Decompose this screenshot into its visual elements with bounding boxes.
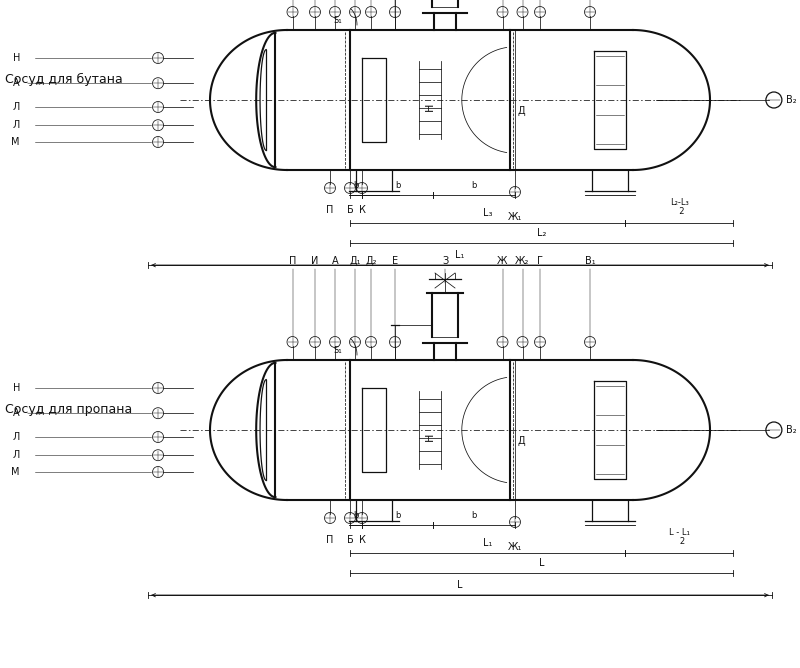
- Text: Д₁: Д₁: [350, 256, 361, 266]
- Text: К: К: [358, 205, 366, 215]
- Text: Л: Л: [13, 120, 20, 130]
- Text: L₁: L₁: [483, 538, 492, 548]
- Text: L₃: L₃: [482, 208, 492, 218]
- Text: b: b: [395, 511, 400, 520]
- Text: К: К: [358, 535, 366, 545]
- Text: А: А: [14, 78, 20, 88]
- Text: Л: Л: [13, 432, 20, 442]
- Text: Ж₁: Ж₁: [508, 542, 522, 552]
- Text: Н: Н: [13, 383, 20, 393]
- Text: L: L: [539, 558, 544, 568]
- Text: А: А: [332, 256, 338, 266]
- Text: А: А: [14, 408, 20, 418]
- Text: H: H: [425, 103, 435, 111]
- Text: Ж₂: Ж₂: [515, 256, 530, 266]
- Text: L₁: L₁: [455, 250, 465, 261]
- Text: Д₂: Д₂: [366, 256, 377, 266]
- Text: П: П: [326, 205, 334, 215]
- Text: b: b: [354, 511, 358, 520]
- Text: b: b: [354, 181, 358, 190]
- Text: Н: Н: [13, 53, 20, 63]
- Text: S₁: S₁: [334, 346, 342, 355]
- Text: Д: Д: [518, 436, 526, 446]
- Text: Сосуд для бутана: Сосуд для бутана: [5, 72, 122, 86]
- Text: B₁: B₁: [585, 256, 595, 266]
- Text: B₂: B₂: [786, 425, 797, 435]
- Text: П: П: [326, 535, 334, 545]
- Text: Б: Б: [346, 205, 354, 215]
- Text: М: М: [11, 467, 20, 477]
- Text: И: И: [311, 256, 318, 266]
- Text: Д: Д: [518, 106, 526, 116]
- Text: Сосуд для пропана: Сосуд для пропана: [5, 403, 132, 415]
- Text: H: H: [425, 433, 435, 441]
- Text: L₂-L₃
  2: L₂-L₃ 2: [670, 198, 689, 216]
- Text: b: b: [471, 181, 477, 190]
- Text: З: З: [442, 256, 448, 266]
- Text: L - L₁
   2: L - L₁ 2: [669, 528, 690, 546]
- Text: П: П: [289, 256, 296, 266]
- Text: L: L: [458, 580, 462, 591]
- Text: Л: Л: [13, 102, 20, 112]
- Text: b: b: [395, 181, 400, 190]
- Text: b: b: [471, 511, 477, 520]
- Text: B₂: B₂: [786, 95, 797, 105]
- Text: S₁: S₁: [334, 16, 342, 25]
- Text: Б: Б: [346, 535, 354, 545]
- Text: Ж: Ж: [498, 256, 508, 266]
- Text: М: М: [11, 137, 20, 147]
- Text: Л: Л: [13, 450, 20, 460]
- Text: Г: Г: [537, 256, 543, 266]
- Text: Ж₁: Ж₁: [508, 212, 522, 222]
- Text: Е: Е: [392, 256, 398, 266]
- Text: L₂: L₂: [537, 228, 546, 238]
